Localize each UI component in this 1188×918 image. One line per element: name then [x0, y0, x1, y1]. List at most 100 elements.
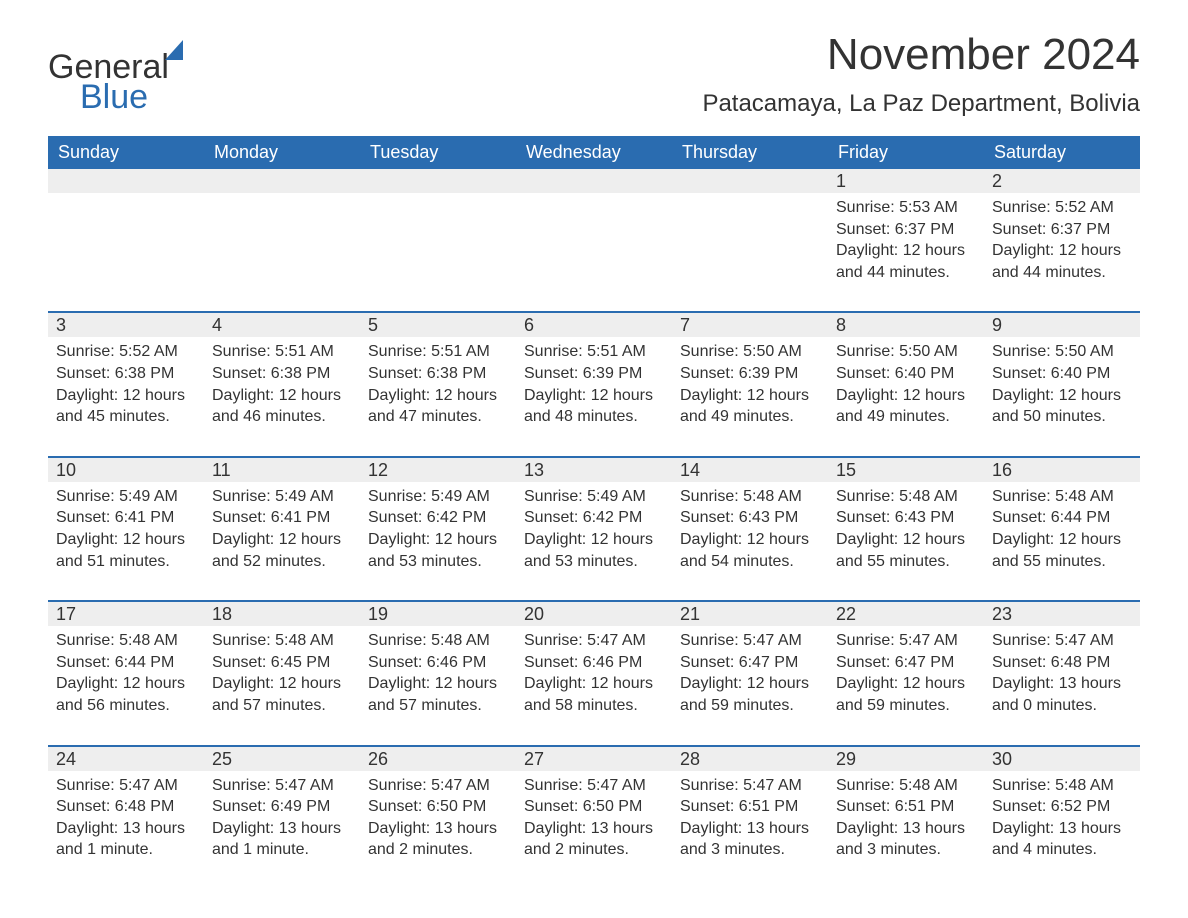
- daylight-text: Daylight: 12 hours and 49 minutes.: [836, 385, 976, 428]
- day-number: [672, 169, 828, 193]
- day-cell: 26Sunrise: 5:47 AMSunset: 6:50 PMDayligh…: [360, 747, 516, 889]
- day-cell: [48, 169, 204, 311]
- day-body: Sunrise: 5:48 AMSunset: 6:51 PMDaylight:…: [828, 771, 984, 865]
- sunset-text: Sunset: 6:37 PM: [836, 219, 976, 241]
- sunset-text: Sunset: 6:38 PM: [56, 363, 196, 385]
- day-cell: 10Sunrise: 5:49 AMSunset: 6:41 PMDayligh…: [48, 458, 204, 600]
- day-number: 20: [516, 602, 672, 626]
- sunset-text: Sunset: 6:41 PM: [212, 507, 352, 529]
- day-header: Tuesday: [360, 136, 516, 169]
- day-cell: 23Sunrise: 5:47 AMSunset: 6:48 PMDayligh…: [984, 602, 1140, 744]
- sunrise-text: Sunrise: 5:48 AM: [836, 775, 976, 797]
- day-cell: [516, 169, 672, 311]
- day-cell: 5Sunrise: 5:51 AMSunset: 6:38 PMDaylight…: [360, 313, 516, 455]
- day-cell: [672, 169, 828, 311]
- sunrise-text: Sunrise: 5:48 AM: [368, 630, 508, 652]
- sunset-text: Sunset: 6:42 PM: [368, 507, 508, 529]
- day-body: Sunrise: 5:47 AMSunset: 6:47 PMDaylight:…: [672, 626, 828, 720]
- daylight-text: Daylight: 12 hours and 59 minutes.: [836, 673, 976, 716]
- sunset-text: Sunset: 6:51 PM: [836, 796, 976, 818]
- day-number: 10: [48, 458, 204, 482]
- sunrise-text: Sunrise: 5:48 AM: [992, 486, 1132, 508]
- day-number: 21: [672, 602, 828, 626]
- day-body: Sunrise: 5:47 AMSunset: 6:50 PMDaylight:…: [360, 771, 516, 865]
- sunrise-text: Sunrise: 5:47 AM: [524, 775, 664, 797]
- sunset-text: Sunset: 6:40 PM: [992, 363, 1132, 385]
- title-block: November 2024 Patacamaya, La Paz Departm…: [702, 30, 1140, 130]
- daylight-text: Daylight: 12 hours and 57 minutes.: [212, 673, 352, 716]
- day-cell: 3Sunrise: 5:52 AMSunset: 6:38 PMDaylight…: [48, 313, 204, 455]
- day-number: 3: [48, 313, 204, 337]
- daylight-text: Daylight: 12 hours and 55 minutes.: [992, 529, 1132, 572]
- daylight-text: Daylight: 12 hours and 59 minutes.: [680, 673, 820, 716]
- sunrise-text: Sunrise: 5:49 AM: [524, 486, 664, 508]
- daylight-text: Daylight: 12 hours and 44 minutes.: [992, 240, 1132, 283]
- sunset-text: Sunset: 6:40 PM: [836, 363, 976, 385]
- day-cell: [204, 169, 360, 311]
- day-number: 27: [516, 747, 672, 771]
- daylight-text: Daylight: 12 hours and 44 minutes.: [836, 240, 976, 283]
- sunrise-text: Sunrise: 5:47 AM: [524, 630, 664, 652]
- sunset-text: Sunset: 6:48 PM: [56, 796, 196, 818]
- day-number: 29: [828, 747, 984, 771]
- day-body: Sunrise: 5:51 AMSunset: 6:38 PMDaylight:…: [360, 337, 516, 431]
- sunset-text: Sunset: 6:50 PM: [368, 796, 508, 818]
- sunrise-text: Sunrise: 5:49 AM: [368, 486, 508, 508]
- sunrise-text: Sunrise: 5:47 AM: [212, 775, 352, 797]
- sunset-text: Sunset: 6:44 PM: [992, 507, 1132, 529]
- daylight-text: Daylight: 13 hours and 3 minutes.: [836, 818, 976, 861]
- location-subtitle: Patacamaya, La Paz Department, Bolivia: [702, 90, 1140, 118]
- sunset-text: Sunset: 6:48 PM: [992, 652, 1132, 674]
- daylight-text: Daylight: 12 hours and 52 minutes.: [212, 529, 352, 572]
- day-number: 17: [48, 602, 204, 626]
- day-cell: 12Sunrise: 5:49 AMSunset: 6:42 PMDayligh…: [360, 458, 516, 600]
- sunset-text: Sunset: 6:43 PM: [680, 507, 820, 529]
- day-cell: 2Sunrise: 5:52 AMSunset: 6:37 PMDaylight…: [984, 169, 1140, 311]
- day-body: Sunrise: 5:47 AMSunset: 6:49 PMDaylight:…: [204, 771, 360, 865]
- sunrise-text: Sunrise: 5:50 AM: [680, 341, 820, 363]
- day-body: Sunrise: 5:50 AMSunset: 6:40 PMDaylight:…: [984, 337, 1140, 431]
- day-cell: 22Sunrise: 5:47 AMSunset: 6:47 PMDayligh…: [828, 602, 984, 744]
- sunrise-text: Sunrise: 5:47 AM: [56, 775, 196, 797]
- sunrise-text: Sunrise: 5:48 AM: [836, 486, 976, 508]
- sunset-text: Sunset: 6:52 PM: [992, 796, 1132, 818]
- daylight-text: Daylight: 12 hours and 45 minutes.: [56, 385, 196, 428]
- day-body: Sunrise: 5:47 AMSunset: 6:47 PMDaylight:…: [828, 626, 984, 720]
- sunset-text: Sunset: 6:45 PM: [212, 652, 352, 674]
- day-body: Sunrise: 5:53 AMSunset: 6:37 PMDaylight:…: [828, 193, 984, 287]
- day-body: Sunrise: 5:49 AMSunset: 6:42 PMDaylight:…: [360, 482, 516, 576]
- day-number: 9: [984, 313, 1140, 337]
- day-header: Saturday: [984, 136, 1140, 169]
- day-cell: 6Sunrise: 5:51 AMSunset: 6:39 PMDaylight…: [516, 313, 672, 455]
- sunrise-text: Sunrise: 5:48 AM: [680, 486, 820, 508]
- day-body: Sunrise: 5:50 AMSunset: 6:40 PMDaylight:…: [828, 337, 984, 431]
- calendar-grid: SundayMondayTuesdayWednesdayThursdayFrid…: [48, 136, 1140, 889]
- day-body: Sunrise: 5:48 AMSunset: 6:43 PMDaylight:…: [828, 482, 984, 576]
- daylight-text: Daylight: 12 hours and 56 minutes.: [56, 673, 196, 716]
- day-cell: 9Sunrise: 5:50 AMSunset: 6:40 PMDaylight…: [984, 313, 1140, 455]
- sunrise-text: Sunrise: 5:50 AM: [992, 341, 1132, 363]
- day-body: Sunrise: 5:48 AMSunset: 6:43 PMDaylight:…: [672, 482, 828, 576]
- day-cell: 28Sunrise: 5:47 AMSunset: 6:51 PMDayligh…: [672, 747, 828, 889]
- daylight-text: Daylight: 13 hours and 2 minutes.: [524, 818, 664, 861]
- sunrise-text: Sunrise: 5:48 AM: [212, 630, 352, 652]
- day-body: Sunrise: 5:47 AMSunset: 6:50 PMDaylight:…: [516, 771, 672, 865]
- sunrise-text: Sunrise: 5:48 AM: [56, 630, 196, 652]
- daylight-text: Daylight: 12 hours and 54 minutes.: [680, 529, 820, 572]
- sunrise-text: Sunrise: 5:52 AM: [992, 197, 1132, 219]
- daylight-text: Daylight: 12 hours and 51 minutes.: [56, 529, 196, 572]
- day-cell: 16Sunrise: 5:48 AMSunset: 6:44 PMDayligh…: [984, 458, 1140, 600]
- sunrise-text: Sunrise: 5:47 AM: [368, 775, 508, 797]
- day-cell: 19Sunrise: 5:48 AMSunset: 6:46 PMDayligh…: [360, 602, 516, 744]
- day-number: 1: [828, 169, 984, 193]
- sunrise-text: Sunrise: 5:49 AM: [212, 486, 352, 508]
- day-cell: 17Sunrise: 5:48 AMSunset: 6:44 PMDayligh…: [48, 602, 204, 744]
- sunrise-text: Sunrise: 5:49 AM: [56, 486, 196, 508]
- day-body: Sunrise: 5:51 AMSunset: 6:38 PMDaylight:…: [204, 337, 360, 431]
- day-number: 13: [516, 458, 672, 482]
- day-number: 2: [984, 169, 1140, 193]
- sunset-text: Sunset: 6:46 PM: [368, 652, 508, 674]
- daylight-text: Daylight: 12 hours and 47 minutes.: [368, 385, 508, 428]
- day-number: [204, 169, 360, 193]
- day-cell: 20Sunrise: 5:47 AMSunset: 6:46 PMDayligh…: [516, 602, 672, 744]
